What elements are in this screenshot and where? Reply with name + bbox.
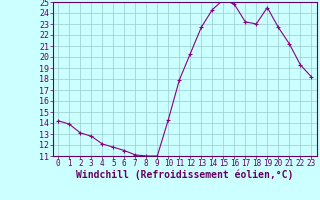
X-axis label: Windchill (Refroidissement éolien,°C): Windchill (Refroidissement éolien,°C) (76, 170, 293, 180)
